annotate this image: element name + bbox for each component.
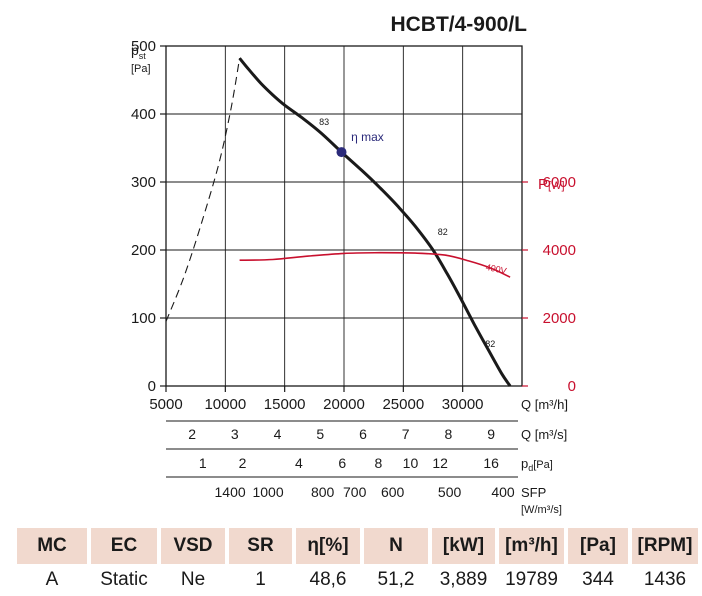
secondary-scale-tick: 12 [432, 455, 448, 471]
secondary-scale-tick: 8 [445, 426, 453, 442]
power-curve [239, 251, 511, 278]
x-tick-label: 10000 [204, 396, 246, 413]
y-axis-ticks: 0 100 200 300 400 500 [131, 38, 166, 395]
header-kw: [kW] [432, 528, 495, 564]
header-rpm: [RPM] [632, 528, 698, 564]
y2-tick-label: 4000 [543, 242, 576, 259]
header-ec: EC [91, 528, 157, 564]
stall-extension [165, 58, 241, 322]
x-tick-label: 15000 [264, 396, 306, 413]
secondary-scale-tick: 600 [381, 484, 405, 500]
chart-title: HCBT/4-900/L [390, 13, 527, 36]
header-n: N [364, 528, 428, 564]
secondary-scale-tick: 3 [231, 426, 239, 442]
grid [166, 45, 522, 386]
secondary-scale-unit: Q [m³/s] [521, 427, 567, 442]
secondary-scale-tick: 1400 [215, 484, 246, 500]
eta-max-point [336, 147, 347, 158]
secondary-scale-tick: 9 [487, 426, 495, 442]
value-vsd: Ne [180, 569, 206, 590]
secondary-scale-unit: pd[Pa] [521, 456, 553, 473]
secondary-scale-tick: 700 [343, 484, 367, 500]
x-tick-label: 5000 [149, 396, 182, 413]
header-eta: η[%] [296, 528, 360, 564]
y-axis-label-main: pst [131, 42, 146, 61]
spec-table: MC EC VSD SR η[%] N [kW] [m³/h] [Pa] [RP… [13, 528, 702, 596]
x-axis-ticks: 5000 10000 15000 20000 25000 30000 [149, 386, 484, 413]
secondary-scale-tick: 1 [199, 455, 207, 471]
value-m3h: 19789 [505, 569, 558, 590]
fan-performance-chart: HCBT/4-900/L pst [Pa] P[W] 0100200300400… [131, 13, 576, 516]
y2-axis-ticks: 0 2000 4000 6000 [522, 174, 576, 395]
header-m3h: [m³/h] [499, 528, 564, 564]
annotation-label: 82 [438, 227, 448, 237]
y2-tick-label: 2000 [543, 310, 576, 327]
secondary-scale-tick: 6 [359, 426, 367, 442]
secondary-scale-unit: SFP [521, 485, 546, 500]
value-mc: A [45, 569, 59, 590]
secondary-scale-tick: 2 [239, 455, 247, 471]
annotation-label: 400V [485, 262, 508, 276]
secondary-scale-tick: 5 [316, 426, 324, 442]
spec-table-value-row: A Static Ne 1 48,6 51,2 3,889 19789 344 … [17, 564, 698, 596]
series-layer [165, 57, 512, 387]
value-kw: 3,889 [439, 569, 488, 590]
secondary-scale-tick: 500 [438, 484, 462, 500]
x-tick-label: 30000 [442, 396, 484, 413]
x-axis-unit-label: Q [m³/h] [521, 397, 568, 412]
annotation-label: 82 [485, 339, 495, 349]
secondary-scale-tick: 8 [375, 455, 383, 471]
y2-tick-label: 0 [568, 378, 576, 395]
secondary-scale-tick: 6 [338, 455, 346, 471]
value-pa: 344 [582, 569, 614, 590]
secondary-scale-tick: 400 [491, 484, 515, 500]
secondary-scale-tick: 7 [402, 426, 410, 442]
y-tick-label: 400 [131, 106, 156, 123]
y-tick-label: 100 [131, 310, 156, 327]
y-tick-label: 500 [131, 38, 156, 55]
value-sr: 1 [255, 569, 266, 590]
header-vsd: VSD [161, 528, 225, 564]
value-n: 51,2 [377, 569, 415, 590]
y-tick-label: 0 [148, 378, 156, 395]
value-eta: 48,6 [309, 569, 347, 590]
x-tick-label: 25000 [382, 396, 424, 413]
annotation-label: η max [351, 130, 384, 144]
header-sr: SR [229, 528, 292, 564]
secondary-scale-tick: 4 [295, 455, 303, 471]
header-mc: MC [17, 528, 87, 564]
value-ec: Static [100, 569, 148, 590]
secondary-scale-tick: 16 [483, 455, 499, 471]
y2-axis-label: P[W] [538, 176, 565, 193]
value-rpm: 1436 [643, 569, 687, 590]
secondary-scale-tick: 2 [188, 426, 196, 442]
secondary-scale-unit-sub: [W/m³/s] [521, 504, 562, 516]
pressure-curve [238, 57, 512, 387]
x-tick-label: 20000 [323, 396, 365, 413]
y-tick-label: 200 [131, 242, 156, 259]
secondary-scale-tick: 800 [311, 484, 335, 500]
spec-table-header-row: MC EC VSD SR η[%] N [kW] [m³/h] [Pa] [RP… [17, 528, 698, 564]
annotation-label: 83 [319, 117, 329, 127]
y2-tick-label: 6000 [543, 174, 576, 191]
secondary-scale-tick: 1000 [252, 484, 283, 500]
header-pa: [Pa] [568, 528, 628, 564]
y-axis-label-unit: [Pa] [131, 63, 151, 75]
secondary-scale-tick: 4 [274, 426, 282, 442]
y-tick-label: 300 [131, 174, 156, 191]
secondary-scale-tick: 10 [403, 455, 419, 471]
annotations: 83 η max 82 82 400V [319, 117, 507, 349]
